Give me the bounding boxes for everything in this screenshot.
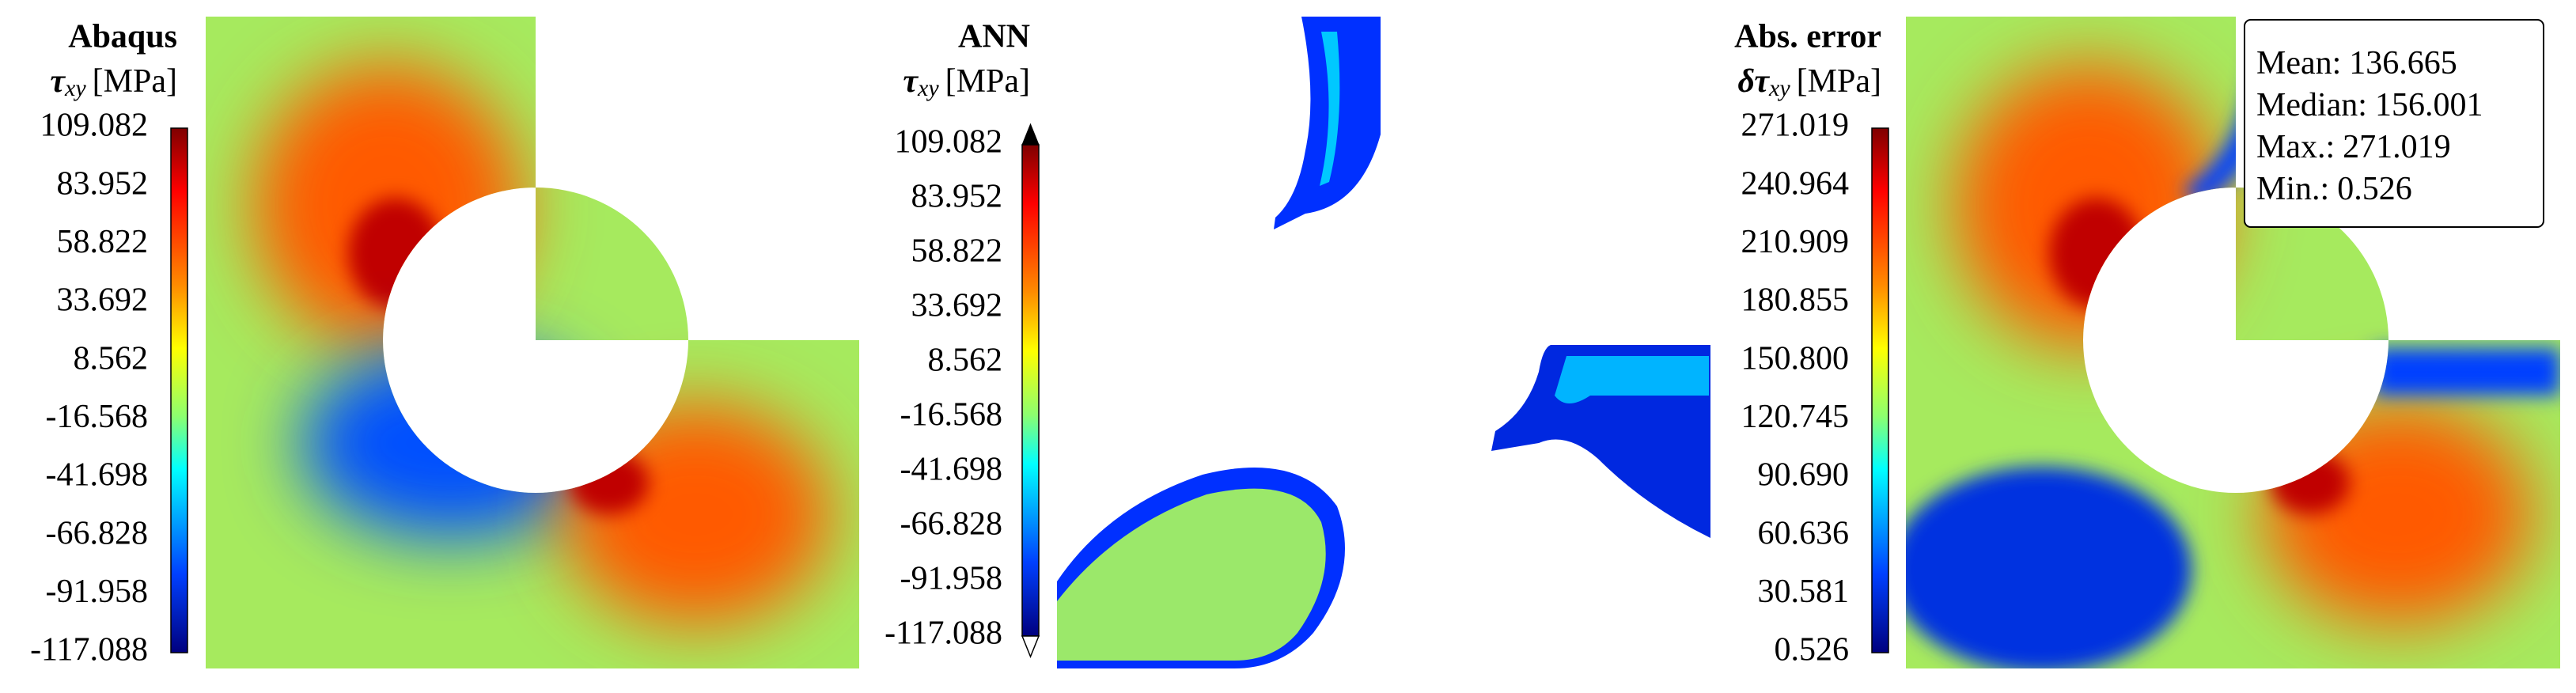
field-ann (1057, 17, 1710, 668)
colorbar-tick-label: -16.568 (900, 397, 1003, 434)
colorbar-tick-label: 8.562 (928, 343, 1003, 379)
stat-value: 136.665 (2349, 45, 2457, 81)
panel-title: Abs. error (1734, 19, 1881, 55)
colorbar-tick-label: -117.088 (30, 632, 148, 668)
colorbar-tick-label: -91.958 (46, 574, 149, 610)
panel: ANN τxy [MPa] 109.082 83.952 58.822 33.692 8.56… (885, 19, 1040, 659)
colorbar-tick-label: -66.828 (900, 506, 1003, 543)
field-abaqus (206, 17, 859, 668)
colorbar-tick-label: 58.822 (911, 233, 1003, 270)
panel-title: ANN (958, 19, 1030, 55)
colorbar-tick-label: 60.636 (1758, 515, 1850, 551)
panel-title: Abaqus (68, 19, 177, 55)
symbol: δτ (1737, 63, 1770, 100)
colorbar-tick-label: 30.581 (1758, 574, 1850, 610)
colorbar-tick-label: 109.082 (895, 124, 1003, 161)
colorbar-tick-label: -41.698 (900, 452, 1003, 488)
subscript: xy (1768, 75, 1790, 101)
colorbar-tick-label: 271.019 (1741, 108, 1850, 144)
colorbar-tick-label: 58.822 (57, 224, 149, 260)
stats-frame (2244, 19, 2544, 228)
colorbar-tick-label: -16.568 (46, 399, 149, 435)
colorbar-tick-label: 120.745 (1741, 399, 1850, 435)
colorbar (170, 127, 188, 653)
colorbar-tick-label: 150.800 (1741, 340, 1850, 377)
colorbar-tick-label: -117.088 (885, 615, 1002, 652)
colorbar-tick-label: -91.958 (900, 561, 1003, 597)
stat-value: 0.526 (2337, 171, 2412, 207)
stat-line: Max.: 271.019 (2256, 129, 2451, 165)
stat-label: Mean: (2256, 45, 2341, 81)
colorbar (1021, 144, 1040, 637)
colorbar-tick-label: 210.909 (1741, 224, 1850, 260)
colorbar-tick-label: 8.562 (74, 340, 149, 377)
colorbar (1871, 127, 1889, 653)
unit: [MPa] (945, 63, 1030, 100)
colorbar-tick-label: 83.952 (57, 165, 149, 202)
colorbar-arrow (1021, 123, 1040, 146)
colorbar-tick-label: 240.964 (1741, 165, 1850, 202)
colorbar-tick-label: 33.692 (911, 288, 1003, 324)
colorbar-tick-label: 109.082 (40, 108, 149, 144)
unit: [MPa] (93, 63, 177, 100)
colorbar-tick-label: 0.526 (1775, 632, 1850, 668)
subscript: xy (64, 75, 86, 101)
stat-value: 271.019 (2343, 129, 2451, 165)
quantity-label: τxy [MPa] (903, 63, 1030, 101)
unit: [MPa] (1797, 63, 1881, 100)
stat-label: Median: (2256, 87, 2367, 123)
stat-line: Min.: 0.526 (2256, 171, 2412, 207)
colorbar-tick-label: -41.698 (46, 457, 149, 494)
colorbar-tick-label: 90.690 (1758, 457, 1850, 494)
stat-label: Min.: (2256, 171, 2329, 207)
colorbar-tick-label: 33.692 (57, 282, 149, 319)
symbol: τ (903, 63, 919, 100)
stat-line: Median: 156.001 (2256, 87, 2483, 123)
stat-value: 156.001 (2375, 87, 2483, 123)
colorbar-tick-label: 180.855 (1741, 282, 1850, 319)
colorbar-arrow (1021, 635, 1040, 659)
symbol: τ (50, 63, 66, 100)
panel: Abs. error δτxy [MPa] 271.019 240.964 210.909… (1734, 19, 1889, 668)
colorbar-tick-label: 83.952 (911, 179, 1003, 215)
quantity-label: τxy [MPa] (50, 63, 177, 101)
colorbar-tick-label: -66.828 (46, 515, 149, 551)
subscript: xy (917, 75, 939, 101)
stat-label: Max.: (2256, 129, 2335, 165)
stats-box: Mean: 136.665 Median: 156.001 Max.: 271.019 Mi… (2244, 19, 2544, 228)
stat-line: Mean: 136.665 (2256, 45, 2457, 81)
quantity-label: δτxy [MPa] (1737, 63, 1881, 101)
